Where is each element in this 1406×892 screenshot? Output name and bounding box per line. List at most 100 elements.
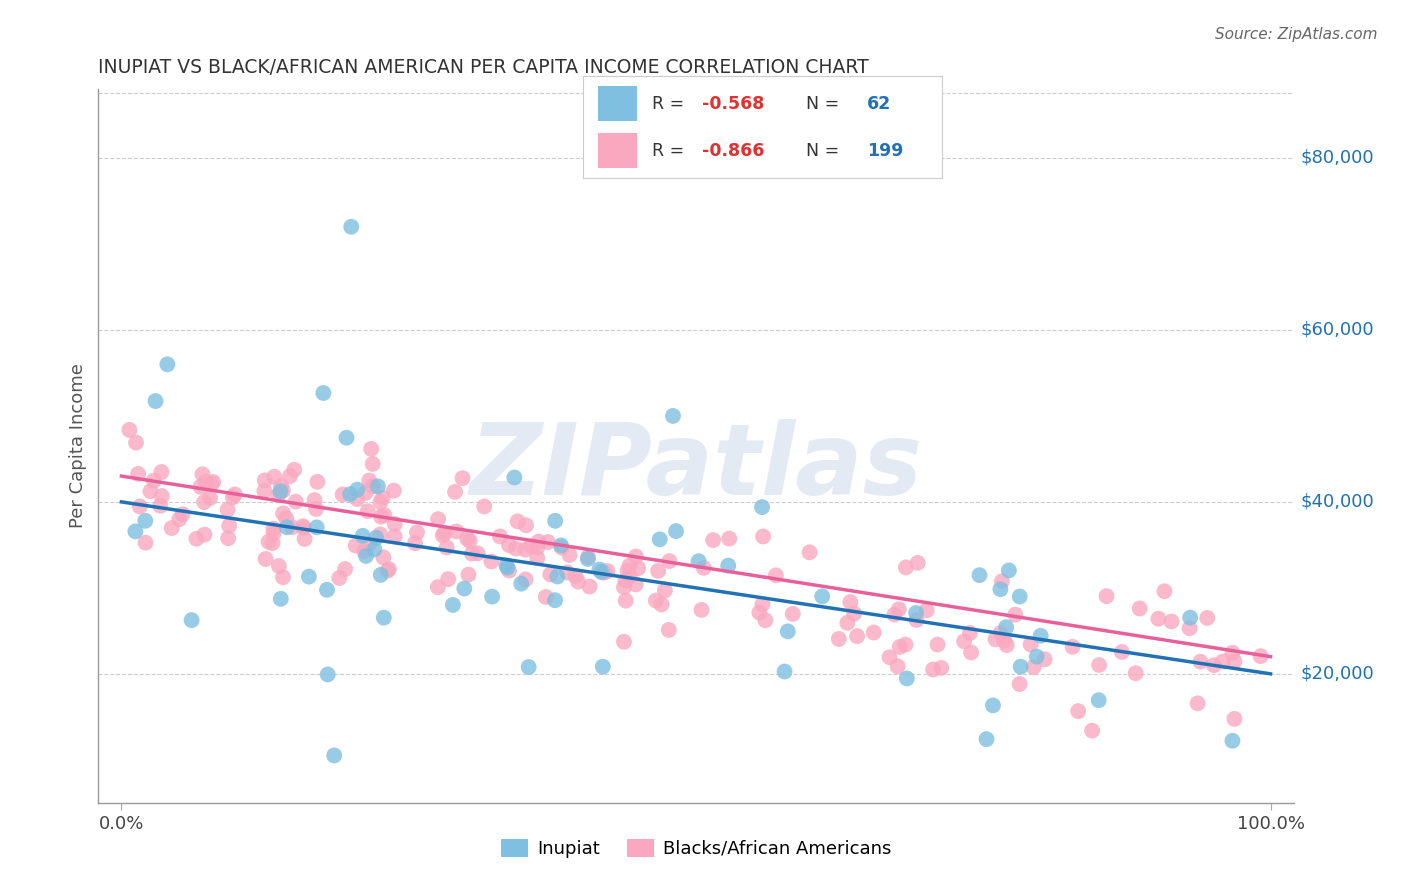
- Inupiat: [316, 667, 339, 681]
- Blacks/African Americans: [1223, 654, 1246, 668]
- Blacks/African Americans: [1019, 637, 1042, 651]
- Inupiat: [546, 569, 568, 583]
- Blacks/African Americans: [887, 602, 910, 616]
- Inupiat: [305, 520, 328, 534]
- Blacks/African Americans: [254, 552, 277, 566]
- Blacks/African Americans: [271, 506, 294, 520]
- Blacks/African Americans: [217, 531, 239, 545]
- Blacks/African Americans: [384, 529, 406, 543]
- Blacks/African Americans: [593, 566, 616, 580]
- Inupiat: [364, 531, 387, 545]
- Blacks/African Americans: [292, 521, 315, 535]
- Inupiat: [688, 554, 710, 568]
- Blacks/African Americans: [167, 512, 190, 526]
- Inupiat: [441, 598, 464, 612]
- Blacks/African Americans: [1067, 704, 1090, 718]
- Blacks/African Americans: [846, 629, 869, 643]
- Blacks/African Americans: [467, 546, 489, 560]
- Blacks/African Americans: [267, 488, 290, 502]
- Inupiat: [495, 558, 517, 573]
- Blacks/African Americans: [218, 518, 240, 533]
- Inupiat: [995, 620, 1018, 634]
- Text: 62: 62: [866, 95, 891, 112]
- Inupiat: [544, 514, 567, 528]
- Blacks/African Americans: [644, 593, 666, 607]
- Blacks/African Americans: [894, 560, 917, 574]
- Blacks/African Americans: [886, 659, 908, 673]
- Text: -0.568: -0.568: [702, 95, 765, 112]
- Inupiat: [588, 562, 610, 576]
- Text: R =: R =: [651, 95, 689, 112]
- Blacks/African Americans: [406, 525, 429, 540]
- Blacks/African Americans: [186, 532, 208, 546]
- Blacks/African Americans: [404, 536, 426, 550]
- Text: N =: N =: [806, 95, 845, 112]
- Inupiat: [896, 672, 918, 686]
- Blacks/African Americans: [839, 595, 862, 609]
- Inupiat: [124, 524, 146, 539]
- Blacks/African Americans: [198, 491, 221, 505]
- Blacks/African Americans: [382, 483, 405, 498]
- Blacks/African Americans: [567, 574, 589, 589]
- Blacks/African Americans: [927, 638, 949, 652]
- Inupiat: [340, 219, 363, 234]
- Blacks/African Americans: [360, 442, 382, 456]
- Inupiat: [346, 483, 368, 497]
- Inupiat: [312, 386, 335, 401]
- Blacks/African Americans: [1095, 589, 1118, 603]
- Blacks/African Americans: [658, 554, 681, 568]
- Blacks/African Americans: [889, 640, 911, 654]
- Blacks/African Americans: [333, 562, 356, 576]
- Blacks/African Americans: [444, 484, 467, 499]
- Blacks/African Americans: [328, 571, 350, 585]
- Blacks/African Americans: [799, 545, 821, 559]
- Blacks/African Americans: [191, 467, 214, 482]
- Blacks/African Americans: [458, 533, 481, 548]
- Bar: [598, 133, 637, 168]
- Blacks/African Americans: [1250, 649, 1272, 664]
- Bar: [598, 87, 637, 121]
- Blacks/African Americans: [614, 574, 637, 588]
- Blacks/African Americans: [862, 625, 884, 640]
- Inupiat: [717, 558, 740, 573]
- Blacks/African Americans: [993, 633, 1015, 648]
- Blacks/African Americans: [253, 483, 276, 498]
- Blacks/African Americans: [550, 541, 572, 555]
- Blacks/African Americans: [305, 502, 328, 516]
- Inupiat: [352, 529, 374, 543]
- Blacks/African Americans: [1125, 666, 1147, 681]
- Inupiat: [1178, 610, 1201, 624]
- Inupiat: [550, 538, 572, 552]
- Inupiat: [576, 552, 599, 566]
- Blacks/African Americans: [592, 566, 614, 580]
- Blacks/African Americans: [576, 549, 599, 564]
- Blacks/African Americans: [193, 527, 215, 541]
- Blacks/African Americans: [1111, 645, 1133, 659]
- Blacks/African Americans: [754, 613, 776, 627]
- Blacks/African Americans: [1202, 658, 1225, 673]
- Inupiat: [335, 431, 357, 445]
- Blacks/African Americans: [149, 499, 172, 513]
- Blacks/African Americans: [959, 626, 981, 640]
- Blacks/African Americans: [526, 551, 548, 566]
- Inupiat: [156, 357, 179, 371]
- Blacks/African Americans: [506, 514, 529, 528]
- Blacks/African Americans: [371, 491, 394, 505]
- Blacks/African Americans: [558, 548, 581, 562]
- Blacks/African Americans: [373, 550, 395, 565]
- Blacks/African Americans: [479, 554, 502, 568]
- Inupiat: [544, 593, 567, 607]
- Inupiat: [1010, 659, 1032, 673]
- Blacks/African Americans: [693, 561, 716, 575]
- Blacks/African Americans: [1022, 660, 1045, 674]
- Blacks/African Americans: [270, 479, 292, 493]
- Blacks/African Americans: [368, 527, 391, 541]
- Blacks/African Americans: [748, 606, 770, 620]
- Blacks/African Americans: [127, 467, 149, 481]
- Blacks/African Americans: [263, 526, 285, 541]
- Inupiat: [981, 698, 1004, 713]
- Blacks/African Americans: [1088, 658, 1111, 673]
- Inupiat: [145, 394, 167, 409]
- Inupiat: [811, 590, 834, 604]
- Inupiat: [323, 748, 346, 763]
